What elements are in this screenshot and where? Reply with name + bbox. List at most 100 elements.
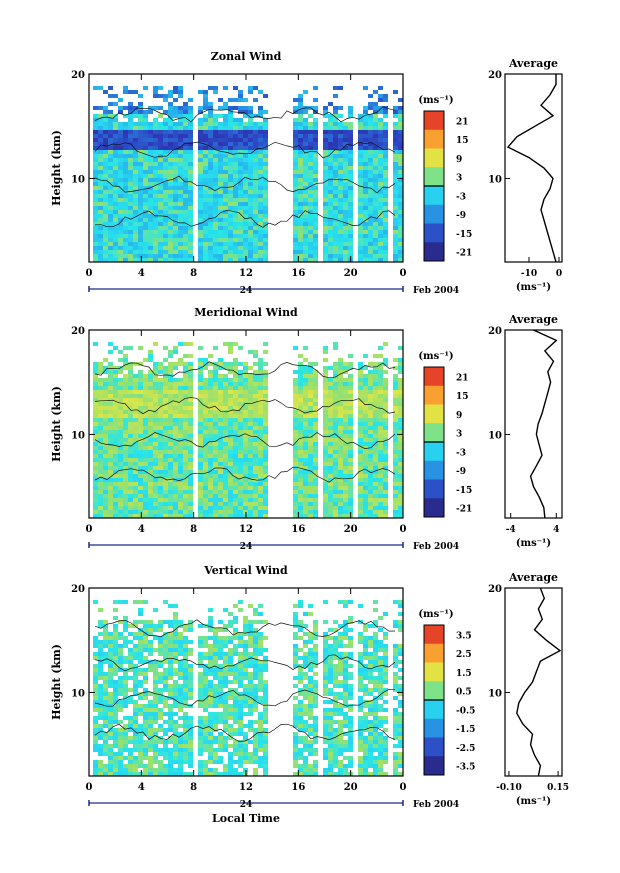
heatmap-cell	[263, 226, 268, 230]
heatmap-cell	[258, 214, 263, 218]
heatmap-cell	[258, 422, 263, 426]
heatmap-cell	[368, 130, 373, 134]
heatmap-cell	[158, 362, 163, 366]
heatmap-cell	[303, 370, 308, 374]
heatmap-cell	[213, 210, 218, 214]
heatmap-cell	[248, 86, 253, 90]
heatmap-cell	[373, 510, 378, 514]
heatmap-cell	[378, 182, 383, 186]
heatmap-cell	[118, 506, 123, 510]
heatmap-cell	[313, 466, 318, 470]
heatmap-cell	[363, 230, 368, 234]
heatmap-cell	[133, 672, 138, 676]
heatmap-cell	[243, 366, 248, 370]
heatmap-cell	[108, 158, 113, 162]
heatmap-cell	[298, 110, 303, 114]
heatmap-cell	[363, 410, 368, 414]
heatmap-cell	[118, 450, 123, 454]
heatmap-cell	[323, 246, 328, 250]
heatmap-cell	[98, 254, 103, 258]
heatmap-cell	[188, 772, 193, 776]
heatmap-cell	[383, 398, 388, 402]
heatmap-cell	[253, 510, 258, 514]
heatmap-cell	[298, 506, 303, 510]
heatmap-cell	[213, 182, 218, 186]
heatmap-cell	[158, 150, 163, 154]
heatmap-cell	[218, 506, 223, 510]
heatmap-cell	[163, 462, 168, 466]
heatmap-cell	[173, 106, 178, 110]
heatmap-cell	[128, 494, 133, 498]
heatmap-cell	[188, 110, 193, 114]
heatmap-cell	[178, 134, 183, 138]
heatmap-cell	[133, 182, 138, 186]
heatmap-cell	[203, 130, 208, 134]
heatmap-cell	[128, 406, 133, 410]
heatmap-cell	[308, 174, 313, 178]
heatmap-cell	[238, 146, 243, 150]
heatmap-cell	[313, 482, 318, 486]
heatmap-cell	[303, 430, 308, 434]
heatmap-cell	[358, 410, 363, 414]
heatmap-cell	[93, 238, 98, 242]
heatmap-cell	[143, 178, 148, 182]
heatmap-cell	[143, 130, 148, 134]
heatmap-cell	[338, 482, 343, 486]
heatmap-cell	[328, 438, 333, 442]
heatmap-cell	[198, 250, 203, 254]
heatmap-cell	[108, 636, 113, 640]
heatmap-cell	[338, 114, 343, 118]
heatmap-cell	[383, 134, 388, 138]
heatmap-cell	[103, 106, 108, 110]
heatmap-cell	[293, 258, 298, 262]
heatmap-cell	[248, 118, 253, 122]
heatmap-cell	[123, 640, 128, 644]
heatmap-cell	[133, 482, 138, 486]
heatmap-cell	[163, 478, 168, 482]
heatmap-cell	[158, 242, 163, 246]
heatmap-cell	[398, 254, 403, 258]
heatmap-cell	[358, 226, 363, 230]
heatmap-cell	[168, 482, 173, 486]
heatmap-cell	[128, 170, 133, 174]
heatmap-cell	[98, 146, 103, 150]
heatmap-cell	[178, 86, 183, 90]
heatmap-cell	[208, 514, 213, 518]
heatmap-cell	[153, 158, 158, 162]
heatmap-cell	[93, 672, 98, 676]
heatmap-cell	[293, 402, 298, 406]
heatmap-cell	[393, 138, 398, 142]
heatmap-cell	[123, 696, 128, 700]
heatmap-cell	[93, 724, 98, 728]
heatmap-cell	[183, 656, 188, 660]
heatmap-cell	[373, 186, 378, 190]
heatmap-cell	[358, 198, 363, 202]
heatmap-cell	[163, 142, 168, 146]
heatmap-cell	[178, 230, 183, 234]
heatmap-cell	[363, 486, 368, 490]
heatmap-cell	[213, 190, 218, 194]
heatmap-cell	[263, 142, 268, 146]
heatmap-cell	[368, 122, 373, 126]
heatmap-cell	[373, 178, 378, 182]
heatmap-cell	[303, 346, 308, 350]
heatmap-cell	[183, 628, 188, 632]
heatmap-cell	[188, 98, 193, 102]
heatmap-cell	[253, 450, 258, 454]
heatmap-cell	[293, 186, 298, 190]
heatmap-cell	[118, 214, 123, 218]
heatmap-cell	[178, 398, 183, 402]
heatmap-cell	[323, 466, 328, 470]
heatmap-cell	[93, 202, 98, 206]
heatmap-cell	[148, 648, 153, 652]
heatmap-cell	[128, 632, 133, 636]
heatmap-cell	[328, 102, 333, 106]
panel-title: Zonal Wind	[211, 50, 282, 63]
heatmap-cell	[183, 498, 188, 502]
heatmap-cell	[108, 202, 113, 206]
heatmap-cell	[223, 206, 228, 210]
heatmap-cell	[208, 158, 213, 162]
heatmap-cell	[188, 450, 193, 454]
heatmap-cell	[358, 434, 363, 438]
heatmap-cell	[138, 394, 143, 398]
